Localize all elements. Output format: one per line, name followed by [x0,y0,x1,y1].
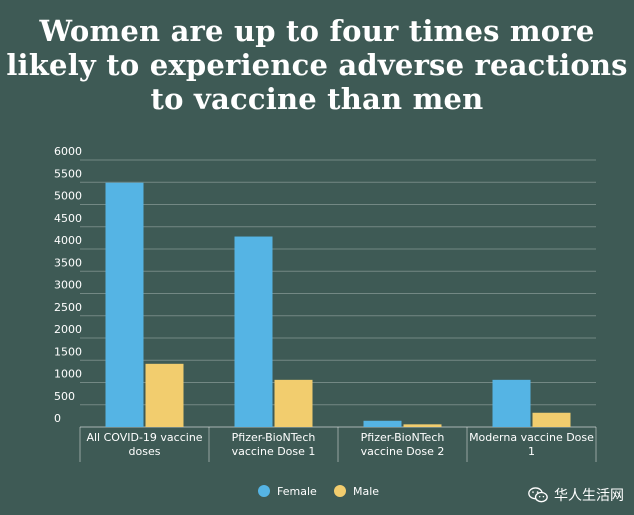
y-tick-label: 4000 [54,234,82,247]
chart-title-line-2: likely to experience adverse reactions [6,48,628,82]
bar-male-1 [145,363,184,427]
legend: Female Male [258,485,379,498]
y-tick-label: 3000 [54,279,82,292]
legend-label: Male [353,485,379,498]
bar-female-1 [105,182,144,427]
chart-title-line-1: Women are up to four times more [39,14,595,48]
bars [105,182,571,427]
legend-swatch [334,485,346,497]
chart-title-line-3: to vaccine than men [150,82,484,116]
y-tick-label: 5000 [54,190,82,203]
y-tick-label: 6000 [54,145,82,158]
category-label: doses [129,445,161,458]
y-tick-label: 2500 [54,301,82,314]
wechat-icon [528,487,548,503]
chart-title: Women are up to four times more likely t… [0,14,634,116]
watermark: 华人生活网 [528,485,624,505]
bar-female-2 [234,236,273,427]
category-label: 1 [528,445,535,458]
y-tick-label: 2000 [54,323,82,336]
bar-female-4 [492,379,531,427]
category-label: vaccine Dose 2 [361,445,445,458]
y-axis-ticks: 0 500 1000 1500 2000 2500 3000 3500 4000 4500 5000… [54,145,82,425]
category-label: Moderna vaccine Dose [469,431,594,444]
bar-female-3 [363,420,402,427]
category-label: Pfizer-BioNTech [361,431,445,444]
y-tick-label: 1000 [54,368,82,381]
legend-item-male: Male [334,485,379,498]
legend-item-female: Female [258,485,317,498]
y-tick-label: 5500 [54,167,82,180]
bar-male-2 [274,379,313,427]
y-tick-label: 1500 [54,345,82,358]
watermark-text: 华人生活网 [554,488,624,504]
y-tick-label: 500 [54,390,75,403]
bar-male-3 [403,424,442,427]
category-label: All COVID-19 vaccine [86,431,202,444]
category-label: vaccine Dose 1 [232,445,316,458]
y-tick-label: 3500 [54,256,82,269]
category-label: Pfizer-BioNTech [232,431,316,444]
legend-swatch [258,485,270,497]
y-tick-label: 0 [54,412,61,425]
y-tick-label: 4500 [54,212,82,225]
bar-male-4 [532,412,571,427]
legend-label: Female [277,485,317,498]
